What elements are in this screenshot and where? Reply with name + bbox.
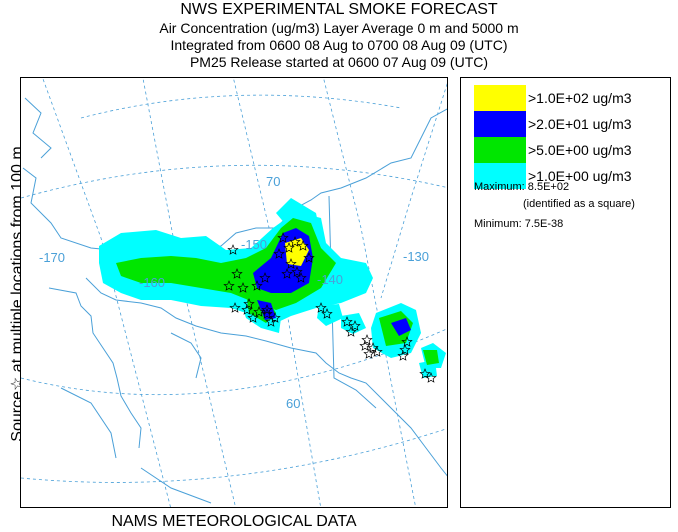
source-markers <box>223 232 437 383</box>
legend-item: >1.0E+02 ug/m3 <box>474 85 669 111</box>
parallel-line <box>80 94 402 119</box>
legend-swatch-green <box>474 137 526 163</box>
forecast-title: NWS EXPERIMENTAL SMOKE FORECAST <box>180 1 498 18</box>
concentration-layer-subtitle: Air Concentration (ug/m3) Layer Average … <box>159 20 519 36</box>
meridian-line <box>232 78 322 507</box>
source-star-icon <box>247 312 259 323</box>
legend-panel: >1.0E+02 ug/m3 >2.0E+01 ug/m3 >5.0E+00 u… <box>460 77 671 508</box>
latitude-label: 70 <box>266 174 280 189</box>
legend-item: >1.0E+00 ug/m3 <box>474 163 669 189</box>
legend-label: >1.0E+00 ug/m3 <box>528 168 632 184</box>
source-star-icon <box>281 268 293 279</box>
source-star-icon <box>259 272 271 283</box>
source-star-icon <box>251 280 263 291</box>
longitude-label: -140 <box>317 272 343 287</box>
coastline-path <box>140 467 212 504</box>
source-star-icon <box>285 258 297 269</box>
maximum-value: Maximum: 8.5E+02 <box>474 181 570 193</box>
source-star-icon <box>273 248 285 259</box>
source-star-icon <box>243 298 255 309</box>
legend-swatch-blue <box>474 111 526 137</box>
source-star-icon <box>363 348 375 359</box>
source-star-icon <box>229 302 241 313</box>
source-star-icon <box>315 302 327 313</box>
longitude-label: -150 <box>241 237 267 252</box>
source-star-icon <box>345 326 357 337</box>
source-star-icon <box>295 272 307 283</box>
source-star-icon <box>241 304 253 315</box>
map-panel: -170 -160 -150 -140 -130 70 60 <box>20 77 448 508</box>
meridian-line <box>142 78 236 507</box>
legend-label: >2.0E+01 ug/m3 <box>528 116 632 132</box>
meridian-line <box>380 82 447 299</box>
meridian-line <box>42 78 171 507</box>
source-star-icon <box>401 336 413 347</box>
source-star-icon <box>349 320 361 331</box>
source-star-icon <box>297 240 309 251</box>
legend-item: >5.0E+00 ug/m3 <box>474 137 669 163</box>
minimum-value: Minimum: 7.5E-38 <box>474 218 564 230</box>
source-star-icon <box>321 308 333 319</box>
legend-swatch-cyan <box>474 163 526 189</box>
source-star-icon <box>253 306 265 317</box>
source-star-icon <box>303 252 315 263</box>
coastline-path <box>22 108 447 251</box>
legend-label: >1.0E+02 ug/m3 <box>528 90 632 106</box>
source-star-icon <box>371 346 383 357</box>
parallel-line <box>21 164 447 199</box>
source-star-icon <box>399 344 411 355</box>
source-star-icon <box>359 340 371 351</box>
coastline-path <box>24 97 52 159</box>
source-star-icon <box>231 268 243 279</box>
smoke-map: -170 -160 -150 -140 -130 70 60 <box>21 78 447 507</box>
coastline-path <box>48 287 142 449</box>
source-star-icon <box>289 236 301 247</box>
coastline <box>22 97 447 504</box>
coastline-path <box>60 387 117 459</box>
longitude-label: -130 <box>403 249 429 264</box>
latitude-label: 60 <box>286 396 300 411</box>
coastline-path <box>170 332 202 379</box>
source-star-icon <box>269 312 281 323</box>
coastline-path <box>85 277 447 477</box>
parallel-line <box>21 428 447 483</box>
source-star-icon <box>361 334 373 345</box>
meteorological-data-caption: NAMS METEOROLOGICAL DATA <box>111 513 357 530</box>
source-star-icon <box>341 316 353 327</box>
source-star-icon <box>277 232 289 243</box>
source-star-icon <box>397 350 409 361</box>
integration-period-subtitle: Integrated from 0600 08 Aug to 0700 08 A… <box>170 37 508 53</box>
source-star-icon <box>291 266 303 277</box>
source-star-icon <box>223 280 235 291</box>
legend-label: >5.0E+00 ug/m3 <box>528 142 632 158</box>
legend-item: >2.0E+01 ug/m3 <box>474 111 669 137</box>
longitude-label: -160 <box>139 275 165 290</box>
source-star-icon <box>261 304 273 315</box>
maximum-note: (identified as a square) <box>523 198 635 210</box>
source-star-icon <box>283 242 295 253</box>
legend-swatch-yellow <box>474 85 526 111</box>
source-star-icon <box>261 308 273 319</box>
longitude-label: -170 <box>39 250 65 265</box>
source-star-icon <box>237 282 249 293</box>
source-star-icon <box>419 368 431 379</box>
source-star-icon <box>227 244 239 255</box>
release-start-subtitle: PM25 Release started at 0600 07 Aug 09 (… <box>189 54 489 70</box>
